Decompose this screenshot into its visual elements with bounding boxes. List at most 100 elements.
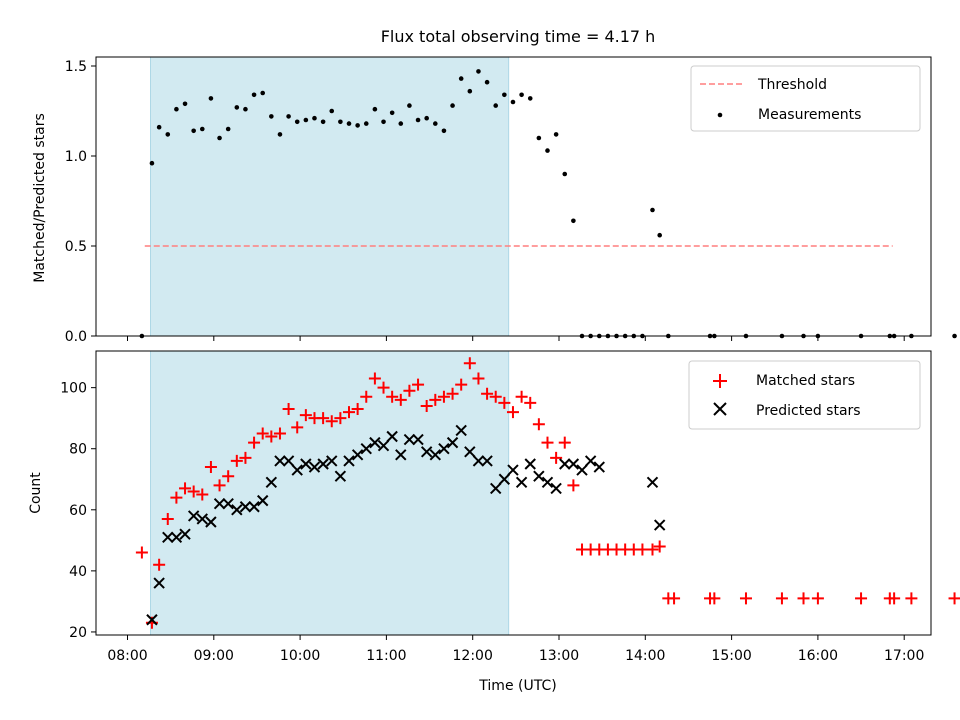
- data-point: [650, 207, 655, 213]
- data-point: [363, 121, 369, 126]
- data-point: [351, 403, 364, 416]
- data-point: [222, 470, 235, 483]
- data-point: [360, 390, 373, 403]
- data-point: [502, 92, 507, 98]
- data-point: [286, 114, 291, 119]
- data-point: [199, 126, 205, 132]
- legend-predicted-label: Predicted stars: [756, 403, 861, 419]
- data-point: [369, 436, 381, 449]
- data-point: [584, 455, 597, 467]
- data-point: [455, 424, 467, 437]
- data-point: [424, 115, 429, 121]
- data-point: [515, 390, 528, 403]
- data-point: [646, 476, 659, 489]
- data-point: [481, 387, 494, 400]
- data-point: [541, 476, 554, 489]
- data-point: [506, 406, 519, 419]
- data-point: [260, 90, 266, 96]
- data-point: [562, 171, 568, 177]
- data-point: [515, 476, 528, 489]
- data-point: [239, 451, 252, 464]
- data-point: [403, 384, 416, 397]
- data-point: [948, 592, 960, 605]
- data-point: [299, 409, 312, 422]
- data-point: [450, 103, 455, 108]
- data-point: [196, 488, 209, 501]
- data-point: [248, 436, 261, 449]
- data-point: [952, 333, 957, 339]
- count-panel-y-axis-label: Count: [28, 472, 44, 514]
- data-point: [146, 614, 158, 626]
- data-point: [153, 577, 165, 589]
- data-point: [420, 446, 433, 458]
- data-point: [653, 519, 666, 531]
- series-measurements: [139, 69, 957, 339]
- data-point: [553, 132, 559, 137]
- data-point: [153, 558, 166, 571]
- x-tick-label: 12:00: [453, 648, 493, 664]
- data-point: [550, 482, 562, 495]
- data-point: [162, 531, 174, 543]
- data-point: [204, 461, 217, 474]
- data-point: [708, 592, 721, 605]
- y-tick-label: 60: [69, 503, 87, 519]
- data-point: [372, 106, 378, 112]
- data-point: [532, 418, 545, 431]
- data-point: [653, 540, 666, 553]
- data-point: [239, 501, 252, 513]
- data-point: [905, 592, 918, 605]
- data-point: [467, 88, 473, 94]
- data-point: [187, 510, 200, 522]
- data-point: [775, 592, 788, 605]
- data-point: [646, 543, 659, 556]
- data-point: [389, 110, 395, 116]
- data-point: [576, 464, 588, 476]
- data-point: [312, 115, 317, 121]
- data-point: [398, 121, 404, 126]
- x-tick-label: 10:00: [280, 648, 320, 664]
- data-point: [338, 119, 343, 125]
- x-tick-label: 09:00: [194, 648, 234, 664]
- legend-matched-label: Matched stars: [756, 373, 855, 389]
- y-tick-label: 0.5: [65, 239, 87, 255]
- data-point: [161, 512, 174, 525]
- data-point: [170, 531, 183, 543]
- data-point: [377, 381, 390, 394]
- data-point: [334, 412, 347, 425]
- data-point: [490, 482, 502, 495]
- data-point: [317, 412, 330, 425]
- data-point: [739, 592, 752, 605]
- data-point: [484, 79, 490, 85]
- data-point: [213, 479, 226, 492]
- data-point: [489, 390, 502, 403]
- data-point: [395, 449, 407, 461]
- legend-measurements-marker: [717, 112, 723, 118]
- x-axis-label: Time (UTC): [478, 678, 556, 694]
- data-point: [481, 455, 493, 467]
- observing-window-band: [150, 56, 510, 337]
- data-point: [368, 372, 381, 385]
- data-point: [415, 117, 421, 123]
- data-point: [231, 504, 243, 516]
- data-point: [174, 106, 179, 112]
- series-matched-stars: [135, 357, 960, 629]
- data-point: [196, 513, 209, 525]
- ratio-panel: 0.0 0.5 1.0 1.5: [65, 56, 957, 345]
- plot-frame: [95, 56, 932, 337]
- data-point: [433, 121, 438, 126]
- data-point: [256, 494, 269, 507]
- data-point: [441, 128, 447, 134]
- count-panel: 08:00 09:00 10:00 11:00 12:00 13:00 14:00 15:00…: [60, 350, 960, 664]
- plot-frame: [95, 350, 932, 636]
- data-point: [243, 106, 248, 112]
- data-point: [187, 485, 200, 498]
- data-point: [208, 96, 214, 101]
- data-point: [510, 99, 516, 105]
- data-point: [507, 464, 519, 476]
- data-point: [668, 592, 681, 605]
- x-tick-label: 16:00: [798, 648, 838, 664]
- data-point: [282, 455, 295, 467]
- data-point: [811, 592, 824, 605]
- y-tick-label: 80: [69, 442, 87, 458]
